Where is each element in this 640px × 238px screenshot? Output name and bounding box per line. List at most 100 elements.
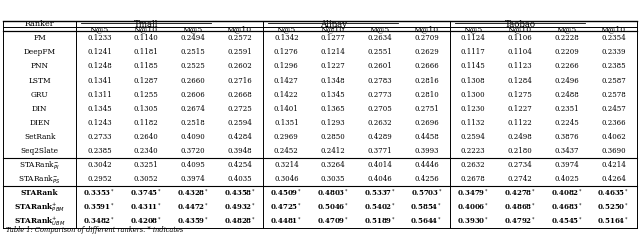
Text: 0.1123: 0.1123: [508, 63, 532, 70]
Text: 0.2742: 0.2742: [508, 175, 532, 183]
Text: 0.2632: 0.2632: [461, 161, 486, 169]
Text: 0.4090: 0.4090: [180, 133, 205, 141]
Text: 0.2678: 0.2678: [461, 175, 486, 183]
Text: 0.2452: 0.2452: [274, 147, 299, 155]
Text: 0.4264: 0.4264: [601, 175, 626, 183]
Text: 0.4545$^*$: 0.4545$^*$: [550, 216, 583, 227]
Text: 0.2180: 0.2180: [508, 147, 532, 155]
Text: 0.4289: 0.4289: [367, 133, 392, 141]
Text: 0.2228: 0.2228: [554, 34, 579, 42]
Text: FM: FM: [33, 34, 46, 42]
Text: 0.3720: 0.3720: [180, 147, 205, 155]
Text: 0.1122: 0.1122: [508, 119, 532, 127]
Text: 0.1308: 0.1308: [461, 77, 486, 84]
Text: 0.1342: 0.1342: [274, 34, 299, 42]
Text: 0.1132: 0.1132: [461, 119, 486, 127]
Text: 0.3251: 0.3251: [134, 161, 159, 169]
Text: 0.3974: 0.3974: [180, 175, 205, 183]
Text: 0.1248: 0.1248: [87, 63, 112, 70]
Text: 0.2666: 0.2666: [414, 63, 439, 70]
Text: 0.2518: 0.2518: [180, 119, 205, 127]
Text: 0.2385: 0.2385: [601, 63, 626, 70]
Text: 0.2602: 0.2602: [227, 63, 252, 70]
Text: 0.4358$^*$: 0.4358$^*$: [223, 188, 255, 199]
Text: DeepFM: DeepFM: [24, 48, 56, 56]
Text: 0.1185: 0.1185: [134, 63, 159, 70]
Text: 0.2209: 0.2209: [554, 48, 579, 56]
Text: Ranker: Ranker: [25, 20, 54, 28]
Text: 0.3052: 0.3052: [134, 175, 159, 183]
Text: 0.1422: 0.1422: [274, 91, 299, 99]
Text: 0.2340: 0.2340: [134, 147, 159, 155]
Text: 0.2594: 0.2594: [227, 119, 252, 127]
Text: 0.2606: 0.2606: [180, 91, 205, 99]
Text: 0.3690: 0.3690: [601, 147, 626, 155]
Text: 0.1401: 0.1401: [274, 105, 299, 113]
Text: 0.5337$^*$: 0.5337$^*$: [364, 188, 396, 199]
Text: 0.4635$^*$: 0.4635$^*$: [597, 188, 630, 199]
Text: N@5: N@5: [90, 25, 109, 33]
Text: 0.5164$^*$: 0.5164$^*$: [597, 216, 630, 227]
Text: 0.4284: 0.4284: [227, 133, 252, 141]
Text: M@10: M@10: [227, 25, 252, 33]
Text: 0.3993: 0.3993: [414, 147, 439, 155]
Text: 0.1277: 0.1277: [321, 34, 346, 42]
Text: 0.5402$^*$: 0.5402$^*$: [364, 202, 396, 213]
Text: 0.4803$^*$: 0.4803$^*$: [317, 188, 349, 199]
Text: 0.2668: 0.2668: [227, 91, 252, 99]
Text: 0.1145: 0.1145: [461, 63, 486, 70]
Text: 0.2591: 0.2591: [227, 48, 252, 56]
Text: 0.1365: 0.1365: [321, 105, 346, 113]
Text: 0.1427: 0.1427: [274, 77, 299, 84]
Text: 0.3479$^*$: 0.3479$^*$: [457, 188, 490, 199]
Text: 0.1243: 0.1243: [87, 119, 112, 127]
Text: M@5: M@5: [557, 25, 577, 33]
Text: 0.2385: 0.2385: [87, 147, 112, 155]
Text: 0.4828$^*$: 0.4828$^*$: [223, 216, 255, 227]
Text: 0.1181: 0.1181: [134, 48, 159, 56]
Text: 0.4328$^*$: 0.4328$^*$: [177, 188, 209, 199]
Text: 0.3482$^*$: 0.3482$^*$: [83, 216, 115, 227]
Text: 0.5189$^*$: 0.5189$^*$: [364, 216, 396, 227]
Text: 0.1124: 0.1124: [461, 34, 486, 42]
Text: PNN: PNN: [31, 63, 49, 70]
Text: 0.2733: 0.2733: [87, 133, 111, 141]
Text: 0.1311: 0.1311: [87, 91, 112, 99]
Text: 0.1305: 0.1305: [134, 105, 159, 113]
Text: 0.4014: 0.4014: [367, 161, 392, 169]
Text: 0.4006$^*$: 0.4006$^*$: [457, 202, 490, 213]
Text: STARank$^{+}_{PBM}$: STARank$^{+}_{PBM}$: [14, 201, 65, 213]
Text: 0.4932$^*$: 0.4932$^*$: [223, 202, 255, 213]
Text: 0.3214: 0.3214: [274, 161, 299, 169]
Text: SetRank: SetRank: [24, 133, 56, 141]
Text: 0.1182: 0.1182: [134, 119, 159, 127]
Text: 0.2351: 0.2351: [554, 105, 579, 113]
Text: 0.1140: 0.1140: [134, 34, 159, 42]
Text: 0.1227: 0.1227: [508, 105, 532, 113]
Text: 0.1276: 0.1276: [274, 48, 299, 56]
Text: 0.1233: 0.1233: [87, 34, 111, 42]
Text: DIN: DIN: [32, 105, 47, 113]
Text: 0.5703$^*$: 0.5703$^*$: [410, 188, 442, 199]
Text: 0.4472$^*$: 0.4472$^*$: [177, 202, 209, 213]
Text: 0.2366: 0.2366: [601, 119, 626, 127]
Text: 0.2674: 0.2674: [180, 105, 205, 113]
Text: 0.2515: 0.2515: [180, 48, 205, 56]
Text: 0.1341: 0.1341: [87, 77, 112, 84]
Text: 0.2850: 0.2850: [321, 133, 346, 141]
Text: 0.2816: 0.2816: [414, 77, 439, 84]
Text: 0.3974: 0.3974: [554, 161, 579, 169]
Text: 0.1214: 0.1214: [321, 48, 346, 56]
Text: N@10: N@10: [508, 25, 532, 33]
Text: 0.3876: 0.3876: [554, 133, 579, 141]
Text: 0.3264: 0.3264: [321, 161, 346, 169]
Text: DIEN: DIEN: [29, 119, 50, 127]
Text: 0.2578: 0.2578: [601, 91, 626, 99]
Text: 0.4035: 0.4035: [227, 175, 252, 183]
Text: 0.2494: 0.2494: [180, 34, 205, 42]
Text: 0.4046: 0.4046: [367, 175, 392, 183]
Text: 0.2716: 0.2716: [227, 77, 252, 84]
Text: STARank$^{-}_{PI}$: STARank$^{-}_{PI}$: [19, 159, 60, 171]
Text: 0.2457: 0.2457: [601, 105, 626, 113]
Text: 0.3771: 0.3771: [367, 147, 392, 155]
